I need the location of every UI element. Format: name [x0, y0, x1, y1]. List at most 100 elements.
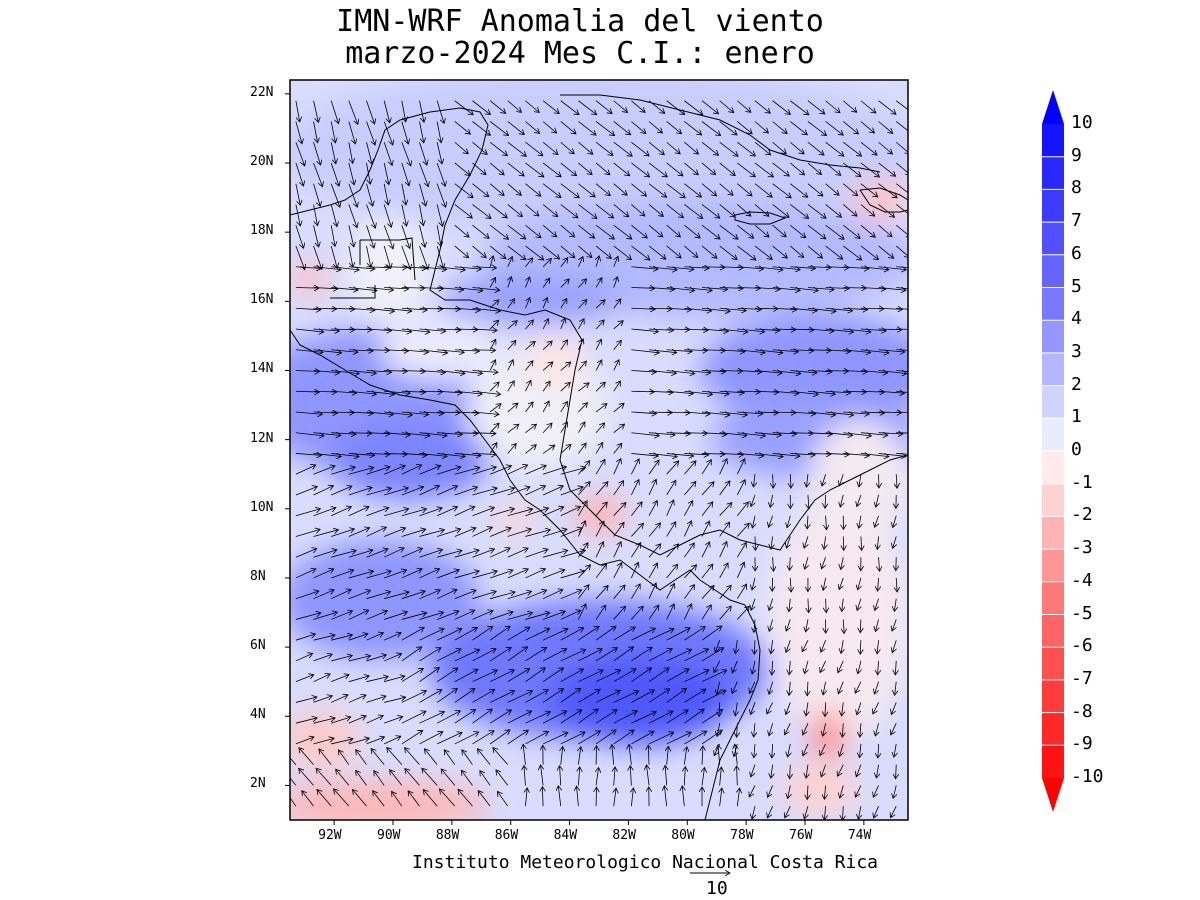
wind-vector: [684, 627, 705, 641]
wind-vector: [666, 224, 681, 237]
wind-vector: [719, 183, 733, 196]
wind-vector: [419, 712, 444, 724]
wind-vector: [613, 730, 634, 745]
wind-vector: [754, 743, 755, 758]
wind-vector: [737, 412, 763, 414]
colorbar-segment: [1042, 712, 1064, 746]
wind-vector: [861, 536, 862, 550]
wind-vector: [737, 370, 762, 371]
wind-vector: [772, 224, 787, 237]
wind-vector: [878, 350, 905, 352]
wind-vector: [525, 569, 545, 579]
wind-vector: [631, 287, 654, 288]
wind-vector: [701, 482, 714, 496]
wind-vector: [472, 390, 500, 394]
wind-vector: [684, 412, 710, 414]
wind-vector: [331, 507, 351, 517]
wind-vector: [578, 731, 600, 745]
wind-vector: [825, 370, 849, 371]
wind-vector: [613, 481, 624, 496]
wind-vector: [894, 743, 896, 757]
wind-vector: [825, 391, 851, 393]
wind-vector: [896, 577, 897, 592]
wind-vector: [295, 350, 323, 353]
wind-vector: [578, 585, 589, 599]
wind-vector: [825, 453, 850, 454]
wind-vector: [701, 183, 717, 196]
wind-vector: [752, 515, 755, 528]
wind-vector: [401, 204, 407, 226]
wind-vector: [472, 527, 492, 537]
wind-vector: [348, 487, 372, 496]
wind-vector: [439, 789, 456, 807]
wind-vector: [489, 382, 499, 392]
wind-vector: [454, 610, 475, 620]
wind-vector: [752, 806, 755, 819]
wind-vector: [826, 598, 827, 613]
wind-vector: [648, 479, 656, 496]
wind-vector: [595, 626, 616, 641]
wind-vector: [348, 716, 366, 724]
wind-vector: [631, 412, 656, 414]
wind-vector: [578, 670, 603, 683]
wind-vector: [771, 640, 773, 653]
wind-vector: [525, 380, 531, 392]
wind-vector: [356, 770, 367, 786]
colorbar-segment: [1042, 516, 1064, 550]
wind-vector: [858, 660, 861, 674]
wind-vector: [894, 598, 896, 612]
wind-vector: [454, 627, 478, 641]
coastline-cuba: [560, 94, 881, 173]
wind-vector: [419, 486, 439, 496]
wind-vector: [595, 502, 607, 516]
wind-vector: [384, 329, 411, 332]
wind-vector: [436, 162, 445, 186]
wind-vector: [489, 612, 513, 620]
wind-vector: [313, 590, 335, 600]
wind-vector: [384, 697, 406, 703]
wind-vector: [807, 350, 831, 351]
wind-vector: [295, 509, 321, 517]
colorbar-label: 3: [1071, 340, 1082, 362]
wind-vector: [496, 770, 509, 786]
wind-vector: [715, 640, 721, 652]
wind-vector: [490, 592, 515, 600]
wind-vector: [648, 629, 674, 641]
wind-vector: [313, 287, 338, 288]
lon-tick-label: 74W: [847, 828, 872, 843]
wind-vector: [560, 318, 565, 330]
wind-vector: [701, 370, 726, 371]
wind-vector: [825, 308, 853, 311]
wind-vector: [384, 370, 407, 371]
wind-vector: [768, 785, 773, 797]
wind-vector: [493, 748, 509, 765]
wind-vector: [666, 287, 695, 290]
wind-vector: [735, 702, 737, 715]
wind-vector: [489, 670, 514, 683]
wind-vector: [313, 329, 340, 331]
colorbar-segment: [1042, 124, 1064, 158]
wind-vector: [648, 460, 659, 475]
wind-vector: [331, 655, 352, 662]
wind-vector: [785, 805, 791, 818]
wind-vector: [419, 732, 442, 745]
wind-vector: [489, 710, 511, 724]
wind-vector: [561, 746, 563, 765]
wind-vector: [384, 612, 407, 620]
wind-vector: [560, 245, 575, 258]
wind-vector: [558, 786, 560, 807]
wind-vector: [807, 370, 832, 371]
wind-vector: [714, 743, 721, 756]
lat-tick-label: 12N: [250, 430, 274, 446]
wind-vector: [736, 584, 746, 599]
wind-vector: [719, 433, 747, 436]
wind-vector: [383, 204, 391, 227]
lat-tick-label: 18N: [250, 223, 274, 239]
wind-vector: [822, 474, 826, 486]
wind-vector: [401, 730, 423, 745]
wind-vector: [319, 749, 332, 765]
wind-vector: [384, 488, 408, 496]
wind-vector: [719, 370, 743, 371]
wind-vector: [419, 569, 439, 579]
wind-vector: [838, 764, 844, 777]
